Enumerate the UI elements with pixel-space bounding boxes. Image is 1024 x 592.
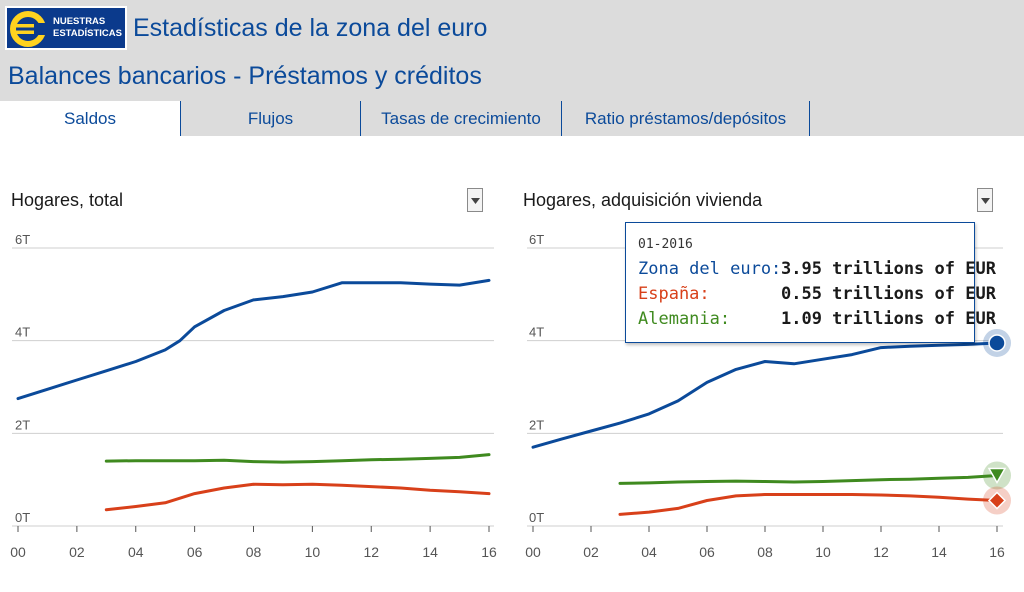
- chart2-series-zona-del-euro: [531, 341, 999, 449]
- chart1-xtick-label: 12: [363, 544, 379, 560]
- chart2-marker-alemania: [987, 467, 1007, 485]
- tooltip-value-zona: 3.95 trillions of EUR: [781, 259, 996, 279]
- tooltip-date: 01-2016: [638, 237, 693, 252]
- tab-flujos[interactable]: Flujos: [181, 101, 361, 136]
- chart2-ytick-label: 4T: [529, 325, 544, 340]
- chart1-title: Hogares, total: [11, 190, 124, 210]
- chevron-down-icon: [471, 198, 480, 204]
- header-bar: NUESTRAS ESTADÍSTICAS Estadísticas de la…: [0, 0, 1024, 136]
- chart1-xtick-label: 04: [128, 544, 144, 560]
- logo-line1: NUESTRAS: [53, 16, 106, 27]
- tab-tasas-crecimiento[interactable]: Tasas de crecimiento: [361, 101, 562, 136]
- chart2-xtick-label: 02: [583, 544, 599, 560]
- chart2-series-alemania: [618, 474, 999, 485]
- tab-bar: Saldos Flujos Tasas de crecimiento Ratio…: [0, 101, 810, 136]
- chart1-series-espa-a: [104, 482, 491, 512]
- chart2-marker-zona: [988, 334, 1006, 352]
- chart2-series-espa-a: [618, 493, 999, 516]
- chart1-ytick-label: 0T: [15, 510, 30, 525]
- chart2-xtick-label: 12: [873, 544, 889, 560]
- chart1-xtick-label: 00: [10, 544, 26, 560]
- chart1-ytick-label: 2T: [15, 417, 30, 432]
- chart1-ytick-label: 4T: [15, 325, 30, 340]
- logo-text: NUESTRAS ESTADÍSTICAS: [53, 16, 125, 40]
- chart2-title: Hogares, adquisición vivienda: [523, 190, 763, 210]
- chart1-xtick-label: 08: [246, 544, 262, 560]
- tooltip-value-espana: 0.55 trillions of EUR: [781, 284, 996, 304]
- chart2-xtick-label: 04: [641, 544, 657, 560]
- chart2-ytick-label: 2T: [529, 417, 544, 432]
- app-title: Estadísticas de la zona del euro: [133, 14, 488, 42]
- chart1-xtick-label: 06: [187, 544, 203, 560]
- chart1-xtick-label: 16: [481, 544, 497, 560]
- logo-line2: ESTADÍSTICAS: [53, 28, 122, 39]
- chart1-xtick-label: 10: [305, 544, 321, 560]
- chart2-marker-espana: [987, 491, 1007, 510]
- tooltip-name-zona: Zona del euro:: [638, 259, 782, 279]
- chart2-xtick-label: 16: [989, 544, 1005, 560]
- chart1-ytick-label: 6T: [15, 232, 30, 247]
- page-title: Balances bancarios - Préstamos y crédito…: [8, 62, 482, 90]
- chart1-xtick-label: 02: [69, 544, 85, 560]
- chart1-series-alemania: [104, 453, 491, 464]
- logo[interactable]: NUESTRAS ESTADÍSTICAS: [5, 6, 127, 50]
- chart2-xtick-label: 10: [815, 544, 831, 560]
- chart2-ytick-label: 0T: [529, 510, 544, 525]
- tooltip-name-espana: España:: [638, 284, 710, 304]
- chart2-xtick-label: 06: [699, 544, 715, 560]
- tooltip-value-alemania: 1.09 trillions of EUR: [781, 309, 996, 329]
- chart1-series-zona-del-euro: [16, 278, 491, 401]
- tooltip: 01-2016 Zona del euro: 3.95 trillions of…: [625, 222, 996, 343]
- chart1-dropdown[interactable]: [467, 188, 483, 212]
- chart2-ytick-label: 6T: [529, 232, 544, 247]
- chart2-xtick-label: 00: [525, 544, 541, 560]
- tab-saldos[interactable]: Saldos: [0, 101, 181, 136]
- chart2-dropdown[interactable]: [977, 188, 993, 212]
- tooltip-name-alemania: Alemania:: [638, 309, 731, 329]
- chart2-xtick-label: 14: [931, 544, 947, 560]
- euro-icon: [10, 11, 49, 47]
- chart1-xtick-label: 14: [422, 544, 438, 560]
- chart2-xtick-label: 08: [757, 544, 773, 560]
- tab-ratio-prestamos-depositos[interactable]: Ratio préstamos/depósitos: [562, 101, 810, 136]
- chevron-down-icon: [981, 198, 990, 204]
